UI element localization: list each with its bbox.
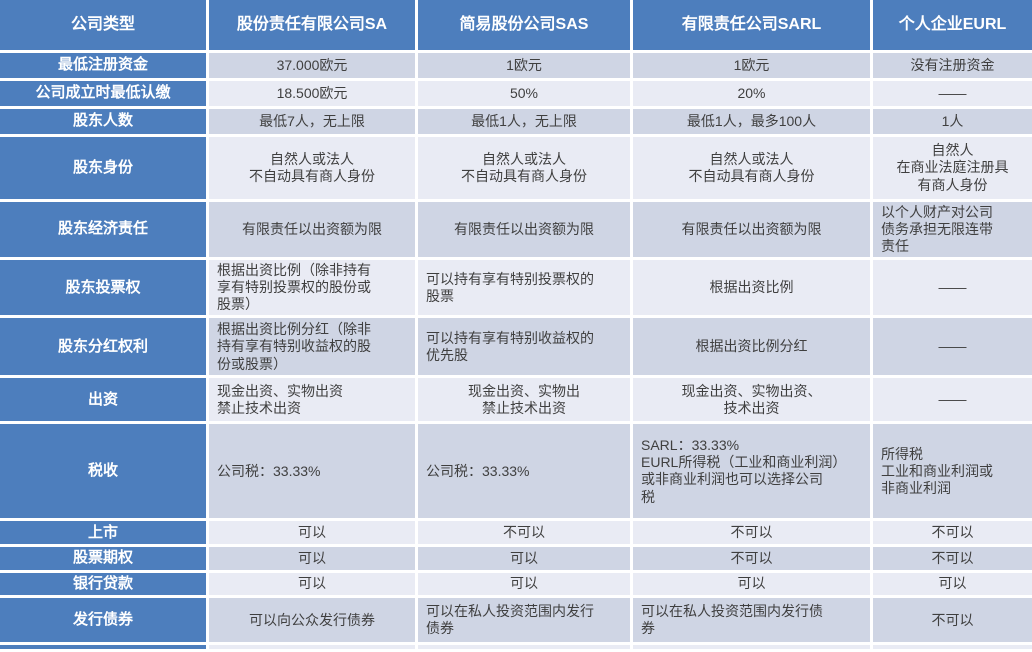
row-label: 最低注册资金	[0, 53, 206, 78]
table-cell: 自然人 在商业法庭注册具 有商人身份	[873, 137, 1032, 199]
table-cell: 可以在私人投资范围内发行债 券	[633, 598, 870, 643]
table-cell: ——	[873, 81, 1032, 106]
table-cell: 1欧元	[418, 53, 630, 78]
table-row: 股东分红权利 根据出资比例分红（除非 持有享有特别收益权的股 份或股票） 可以持有享…	[0, 318, 1032, 376]
table-cell: 根据出资比例分红（除非 持有享有特别收益权的股 份或股票）	[209, 318, 415, 376]
column-header-company-type: 公司类型	[0, 0, 206, 50]
table-cell: SARL：33.33% EURL所得税（工业和商业利润） 或非商业利润也可以选择…	[633, 424, 870, 519]
table-cell: 现金出资、实物出资 禁止技术出资	[209, 378, 415, 422]
header-row: 公司类型 股份责任有限公司SA 简易股份公司SAS 有限责任公司SARL 个人企…	[0, 0, 1032, 50]
table-cell: 可以	[209, 547, 415, 570]
table-row: 出资 现金出资、实物出资 禁止技术出资 现金出资、实物出 禁止技术出资 现金出资、实物…	[0, 378, 1032, 422]
column-header-sarl: 有限责任公司SARL	[633, 0, 870, 50]
table-row: 股东投票权 根据出资比例（除非持有 享有特别投票权的股份或 股票） 可以持有享有特别…	[0, 260, 1032, 316]
cutoff-row-label	[0, 645, 206, 650]
table-cell: 现金出资、实物出 禁止技术出资	[418, 378, 630, 422]
row-label: 股东人数	[0, 109, 206, 134]
table-row: 股东经济责任 有限责任以出资额为限 有限责任以出资额为限 有限责任以出资额为限 以个人财…	[0, 202, 1032, 258]
table-cell: 可以	[209, 521, 415, 545]
table-cell: 最低1人，最多100人	[633, 109, 870, 134]
column-header-sa: 股份责任有限公司SA	[209, 0, 415, 50]
table-cell: 公司税：33.33%	[418, 424, 630, 519]
cutoff-row-cell	[209, 645, 415, 650]
table-row: 上市 可以 不可以 不可以 不可以	[0, 521, 1032, 545]
table-cell: 不可以	[633, 521, 870, 545]
cutoff-row	[0, 645, 1032, 650]
table-cell: 1欧元	[633, 53, 870, 78]
cutoff-row-cell	[418, 645, 630, 650]
table-cell: 自然人或法人 不自动具有商人身份	[633, 137, 870, 199]
table-cell: 不可以	[633, 547, 870, 570]
table-cell: 1人	[873, 109, 1032, 134]
row-label: 股东经济责任	[0, 202, 206, 258]
row-label: 股票期权	[0, 547, 206, 570]
table-row: 公司成立时最低认缴 18.500欧元 50% 20% ——	[0, 81, 1032, 106]
row-label: 股东身份	[0, 137, 206, 199]
row-label: 税收	[0, 424, 206, 519]
table-cell: 可以	[633, 572, 870, 596]
column-header-eurl: 个人企业EURL	[873, 0, 1032, 50]
table-cell: 可以	[418, 572, 630, 596]
row-label: 银行贷款	[0, 572, 206, 596]
table-cell: 有限责任以出资额为限	[418, 202, 630, 258]
column-header-sas: 简易股份公司SAS	[418, 0, 630, 50]
table-cell: 50%	[418, 81, 630, 106]
table-cell: 没有注册资金	[873, 53, 1032, 78]
table-cell: 根据出资比例（除非持有 享有特别投票权的股份或 股票）	[209, 260, 415, 316]
table-cell: 最低7人，无上限	[209, 109, 415, 134]
table-cell: 以个人财产对公司 债务承担无限连带 责任	[873, 202, 1032, 258]
table-cell: 可以	[873, 572, 1032, 596]
table-cell: 18.500欧元	[209, 81, 415, 106]
table-cell: 可以在私人投资范围内发行 债券	[418, 598, 630, 643]
table-cell: 有限责任以出资额为限	[209, 202, 415, 258]
row-label: 股东分红权利	[0, 318, 206, 376]
table-cell: 不可以	[873, 598, 1032, 643]
table-cell: 自然人或法人 不自动具有商人身份	[418, 137, 630, 199]
table-row: 税收 公司税：33.33% 公司税：33.33% SARL：33.33% EURL所得…	[0, 424, 1032, 519]
table-cell: 有限责任以出资额为限	[633, 202, 870, 258]
table-cell: 自然人或法人 不自动具有商人身份	[209, 137, 415, 199]
cutoff-row-cell	[873, 645, 1032, 650]
table-cell: 可以向公众发行债券	[209, 598, 415, 643]
table-cell: 所得税 工业和商业利润或 非商业利润	[873, 424, 1032, 519]
row-label: 上市	[0, 521, 206, 545]
table-row: 银行贷款 可以 可以 可以 可以	[0, 572, 1032, 596]
row-label: 出资	[0, 378, 206, 422]
table-cell: 可以	[418, 547, 630, 570]
table-cell: 37.000欧元	[209, 53, 415, 78]
table-cell: 根据出资比例	[633, 260, 870, 316]
table-row: 最低注册资金 37.000欧元 1欧元 1欧元 没有注册资金	[0, 53, 1032, 78]
table-row: 发行债券 可以向公众发行债券 可以在私人投资范围内发行 债券 可以在私人投资范围内发行…	[0, 598, 1032, 643]
table-cell: ——	[873, 260, 1032, 316]
table-cell: ——	[873, 378, 1032, 422]
table-body: 最低注册资金 37.000欧元 1欧元 1欧元 没有注册资金 公司成立时最低认缴 18.50…	[0, 53, 1032, 650]
table-cell: 不可以	[873, 521, 1032, 545]
table-row: 股东人数 最低7人，无上限 最低1人，无上限 最低1人，最多100人 1人	[0, 109, 1032, 134]
table-row: 股东身份 自然人或法人 不自动具有商人身份 自然人或法人 不自动具有商人身份 自然人或…	[0, 137, 1032, 199]
table-cell: 可以	[209, 572, 415, 596]
table-cell: 可以持有享有特别投票权的 股票	[418, 260, 630, 316]
cutoff-row-cell	[633, 645, 870, 650]
row-label: 公司成立时最低认缴	[0, 81, 206, 106]
row-label: 股东投票权	[0, 260, 206, 316]
table-cell: 公司税：33.33%	[209, 424, 415, 519]
table-row: 股票期权 可以 可以 不可以 不可以	[0, 547, 1032, 570]
table-cell: ——	[873, 318, 1032, 376]
table-cell: 不可以	[873, 547, 1032, 570]
table-cell: 最低1人，无上限	[418, 109, 630, 134]
table-cell: 不可以	[418, 521, 630, 545]
table-cell: 20%	[633, 81, 870, 106]
table-cell: 根据出资比例分红	[633, 318, 870, 376]
table-cell: 可以持有享有特别收益权的 优先股	[418, 318, 630, 376]
table-cell: 现金出资、实物出资、 技术出资	[633, 378, 870, 422]
row-label: 发行债券	[0, 598, 206, 643]
